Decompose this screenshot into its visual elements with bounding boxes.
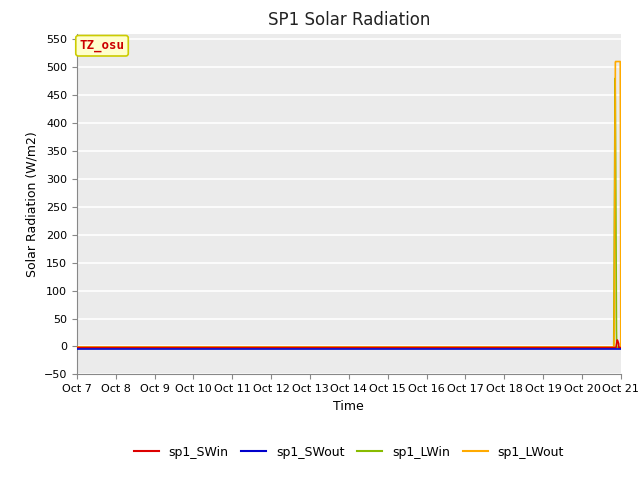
Text: TZ_osu: TZ_osu: [79, 39, 125, 52]
Title: SP1 Solar Radiation: SP1 Solar Radiation: [268, 11, 430, 29]
Legend: sp1_SWin, sp1_SWout, sp1_LWin, sp1_LWout: sp1_SWin, sp1_SWout, sp1_LWin, sp1_LWout: [129, 441, 569, 464]
X-axis label: Time: Time: [333, 400, 364, 413]
Y-axis label: Solar Radiation (W/m2): Solar Radiation (W/m2): [25, 131, 38, 277]
